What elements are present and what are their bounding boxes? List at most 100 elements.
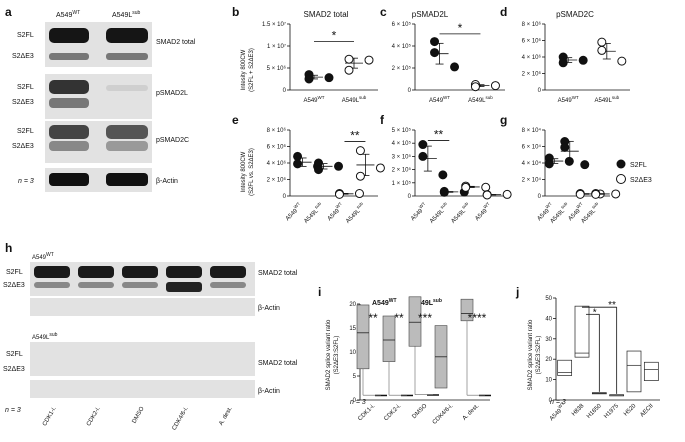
y-tick-label: 4 × 10⁵: [392, 43, 412, 50]
y-tick-label: 5 × 10⁵: [392, 127, 412, 134]
data-point: [439, 187, 449, 197]
x-tick-label: A549WT: [283, 201, 304, 222]
y-tick-label: 2 × 10⁶: [522, 71, 542, 78]
data-point: [430, 48, 440, 58]
blot-band: [78, 266, 114, 278]
data-point: [575, 189, 585, 199]
data-point: [617, 56, 627, 66]
panel-a-col-header-2: A549Lsub: [112, 10, 141, 19]
blot-right-label: β-Actin: [258, 305, 280, 312]
significance-label: *: [593, 307, 597, 318]
data-point: [354, 189, 364, 199]
blot-band: [106, 85, 148, 91]
n-label: n = 3: [18, 178, 34, 185]
data-point: [558, 58, 568, 68]
svg-text:(S2ΔE3:S2FL): (S2ΔE3:S2FL): [536, 336, 542, 375]
blot-right-label: β-Actin: [258, 388, 280, 395]
y-tick-label: 0: [408, 194, 412, 200]
blot-right-label: SMAD2 total: [258, 360, 298, 367]
data-point: [293, 151, 303, 161]
x-tick-label: A549WT: [429, 95, 450, 104]
blot-label-s2fl: S2FL: [6, 269, 23, 276]
x-tick-label: A549WT: [408, 201, 429, 222]
blot-h1-actin: [30, 298, 255, 316]
data-point: [344, 54, 354, 64]
y-tick-label: 4 × 10⁵: [392, 140, 412, 147]
panel-b-chart: 0 5 × 10⁶ 1 × 10⁷ 1.5 × 10⁷ A549WT A549Lsub *: [262, 21, 378, 104]
significance-label: ****: [468, 311, 487, 325]
panel-i-legend-wt: A549WT: [372, 298, 397, 307]
y-tick-label: 0: [549, 398, 553, 404]
x-tick-label: AECII: [639, 403, 655, 419]
panel-e-letter: e: [232, 113, 239, 127]
blot-band: [34, 282, 70, 288]
data-point: [334, 161, 344, 171]
blot-band: [166, 282, 202, 292]
panel-c-letter: c: [380, 5, 387, 19]
x-tick-label: H520: [623, 403, 638, 418]
data-point: [324, 73, 334, 83]
svg-text:(S2ΔE3:S2FL): (S2ΔE3:S2FL): [334, 336, 340, 375]
x-tick-label: H838: [571, 403, 586, 418]
panel-i-ylabel: SMAD2 splice variant ratio (S2ΔE3:S2FL): [326, 319, 340, 390]
panel-g-legend: S2FL S2ΔE3: [616, 159, 652, 184]
y-tick-label: 30: [545, 337, 552, 343]
data-point: [418, 151, 428, 161]
data-point: [418, 140, 428, 150]
y-tick-label: 0: [283, 194, 287, 200]
panel-f-letter: f: [380, 113, 385, 127]
svg-text:SMAD2 splice variant ratio: SMAD2 splice variant ratio: [528, 319, 534, 390]
lane-label: CDK2-i.: [86, 406, 102, 427]
blot-label-s2de3: S2ΔE3: [12, 143, 34, 150]
panel-h-letter: h: [5, 241, 12, 255]
x-tick-label: A549WT: [303, 95, 324, 104]
blot-band: [49, 28, 89, 43]
panel-a-letter: a: [5, 5, 12, 19]
y-tick-label: 2 × 10⁶: [267, 177, 287, 184]
y-tick-label: 40: [545, 316, 552, 322]
panel-c-title: pSMAD2L: [412, 10, 449, 19]
x-tick-label: A549Lsub: [595, 95, 620, 104]
svg-text:(S2FL + S2ΔE3): (S2FL + S2ΔE3): [249, 48, 255, 92]
svg-text:(S2FL vs. S2ΔE3): (S2FL vs. S2ΔE3): [249, 148, 255, 196]
x-tick-label: A549Lsub: [301, 201, 325, 225]
y-tick-label: 4 × 10⁶: [267, 160, 287, 167]
y-tick-label: 3 × 10⁵: [392, 153, 412, 160]
x-tick-label: A549Lsub: [448, 201, 472, 225]
data-point: [293, 159, 303, 169]
n-label: n = 3: [350, 399, 366, 406]
box-wt: [356, 304, 370, 370]
blot-band: [106, 28, 148, 43]
panel-j-letter: j: [515, 285, 519, 299]
y-tick-label: 0: [353, 398, 357, 404]
blot-band: [49, 141, 89, 151]
y-tick-label: 50: [545, 296, 552, 302]
blot-label-s2de3: S2ΔE3: [3, 282, 25, 289]
blot-band: [122, 266, 158, 278]
x-tick-label: A549Lsub: [343, 201, 367, 225]
n-label: n = 3: [550, 399, 566, 406]
panel-i-legend-sub: A549Lsub: [412, 298, 442, 307]
y-tick-label: 1 × 10⁷: [267, 43, 286, 50]
y-tick-label: 1 × 10⁵: [392, 180, 412, 187]
x-tick-label: CDK4/6-i.: [432, 403, 455, 426]
data-point: [560, 142, 570, 152]
y-tick-label: 1.5 × 10⁷: [262, 21, 286, 28]
legend-label-s2fl: S2FL: [630, 162, 647, 169]
legend-marker-s2fl: [616, 159, 626, 169]
data-point: [470, 82, 480, 92]
blot-label-s2de3: S2ΔE3: [12, 99, 34, 106]
blot-label-s2de3: S2ΔE3: [12, 53, 34, 60]
box: [626, 350, 642, 393]
panel-b-ylabel: Intesity 800CW (S2FL + S2ΔE3): [241, 48, 255, 92]
blot-label-s2de3: S2ΔE3: [3, 366, 25, 373]
blot-band: [49, 80, 89, 94]
blot-band: [210, 266, 246, 278]
data-point: [304, 74, 314, 84]
data-point: [344, 65, 354, 75]
blot-band: [106, 141, 148, 151]
box: [557, 359, 573, 376]
svg-text:Intesity 800CW: Intesity 800CW: [241, 49, 247, 90]
